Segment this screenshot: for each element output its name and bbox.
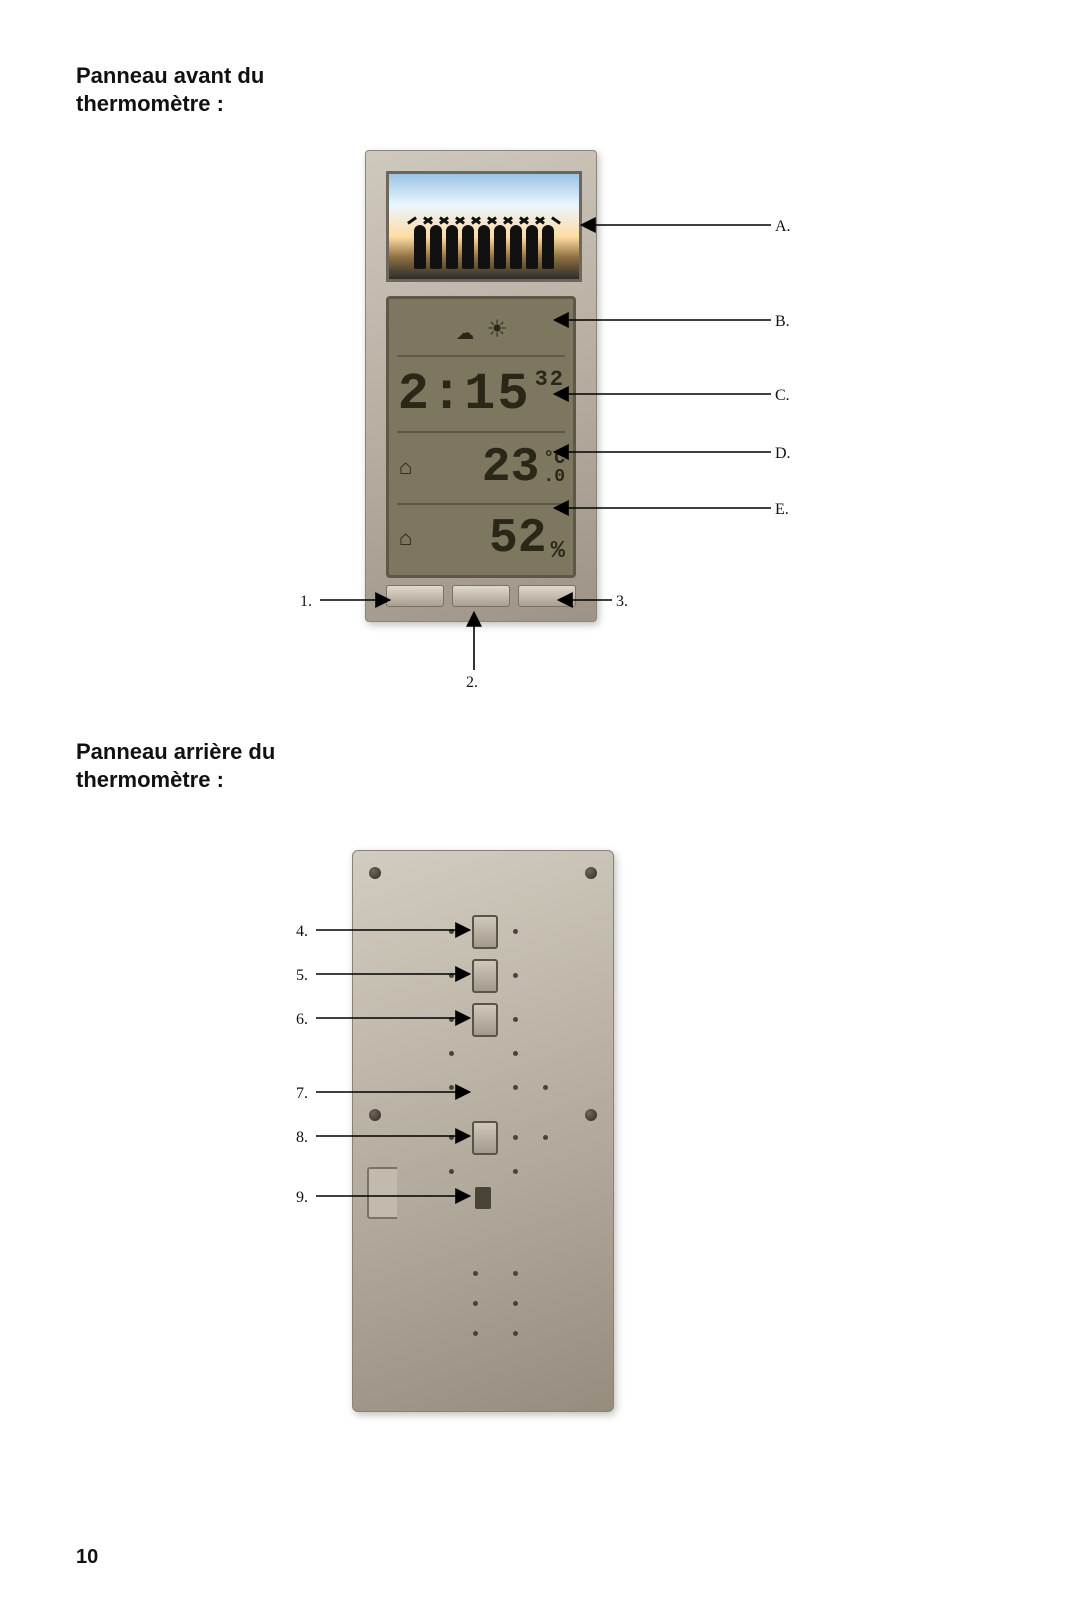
callout-label-4: 4.	[296, 923, 308, 941]
callout-label-D: D.	[775, 445, 791, 463]
callout-label-8: 8.	[296, 1129, 308, 1147]
callout-label-5: 5.	[296, 967, 308, 985]
callout-label-C: C.	[775, 387, 790, 405]
callout-label-E: E.	[775, 501, 789, 519]
callout-label-7: 7.	[296, 1085, 308, 1103]
callout-label-6: 6.	[296, 1011, 308, 1029]
callout-label-3: 3.	[616, 593, 628, 611]
callout-label-2: 2.	[466, 674, 478, 692]
callout-lines	[0, 0, 1080, 1620]
callout-label-9: 9.	[296, 1189, 308, 1207]
callout-label-A: A.	[775, 218, 791, 236]
callout-label-B: B.	[775, 313, 790, 331]
callout-label-1: 1.	[300, 593, 312, 611]
